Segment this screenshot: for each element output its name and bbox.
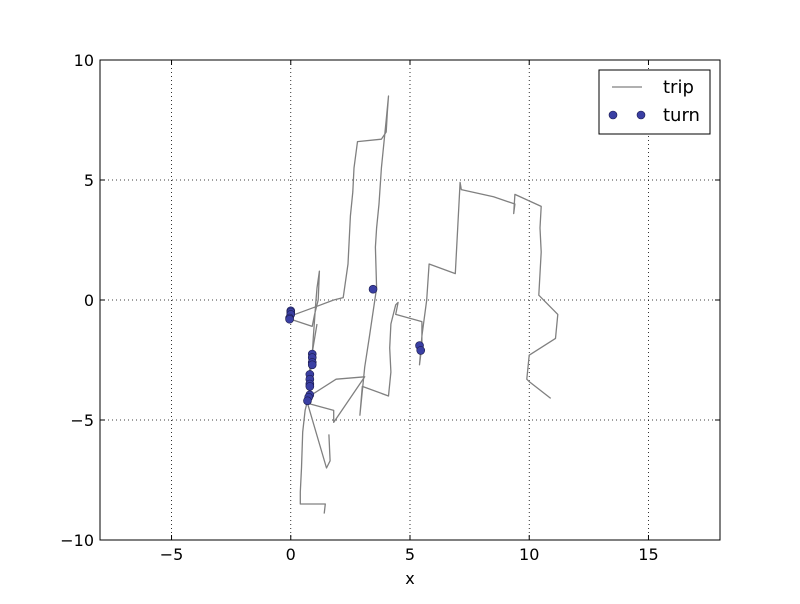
x-tick-label: 5 xyxy=(405,545,415,564)
turn-point xyxy=(307,360,317,370)
legend: trip turn xyxy=(598,69,711,135)
legend-turn-label: turn xyxy=(663,105,700,126)
x-tick-label: 10 xyxy=(519,545,539,564)
x-tick-label: −5 xyxy=(160,545,184,564)
turn-point xyxy=(303,396,312,406)
x-tick-label: 0 xyxy=(286,545,296,564)
x-tick-label: 15 xyxy=(638,545,658,564)
x-axis-label: x xyxy=(405,569,414,588)
plot-data xyxy=(285,95,559,514)
y-tick-label: −5 xyxy=(70,411,94,430)
legend-trip-label: trip xyxy=(663,77,694,98)
ticks: −5 0 5 10 15 −10 −5 0 5 10 xyxy=(60,51,720,564)
y-tick-label: −10 xyxy=(60,531,94,550)
legend-turn-marker xyxy=(608,110,618,120)
turn-point xyxy=(305,382,315,391)
y-tick-label: 0 xyxy=(84,291,94,310)
y-tick-label: 10 xyxy=(74,51,94,70)
y-tick-label: 5 xyxy=(84,171,94,190)
trip-line xyxy=(287,95,559,514)
legend-turn-marker xyxy=(636,110,646,120)
turn-point xyxy=(285,314,294,324)
turn-point xyxy=(416,346,426,355)
turn-point xyxy=(368,284,378,294)
legend-box xyxy=(598,69,711,135)
